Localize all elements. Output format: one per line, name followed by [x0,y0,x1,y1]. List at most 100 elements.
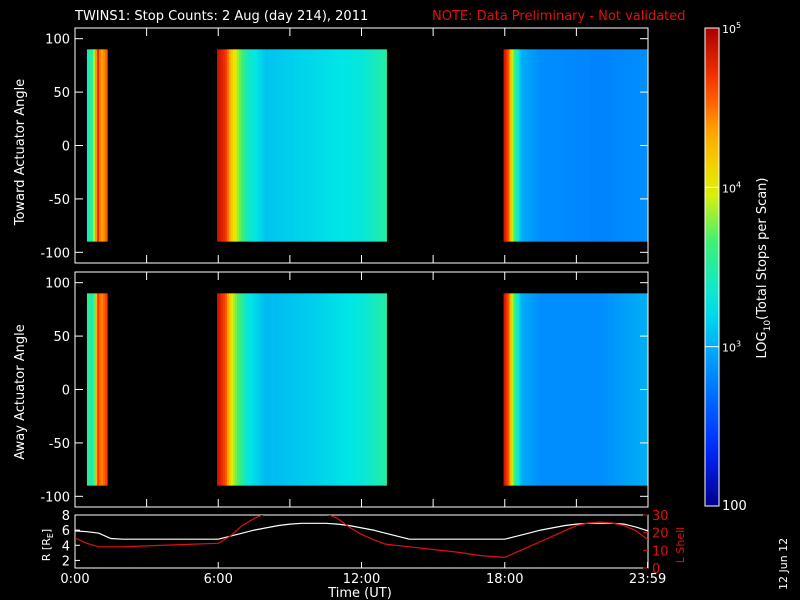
heatmap-column [539,293,542,486]
heatmap-column [615,293,618,486]
heatmap-column [91,49,94,242]
heatmap-column [591,293,594,486]
heatmap-column [344,49,348,242]
heatmap-column [523,49,526,242]
heatmap-column [278,49,282,242]
heatmap-column [589,49,592,242]
heatmap-column [555,293,558,486]
heatmap-column [599,293,602,486]
heatmap-column [617,49,620,242]
heatmap-column [525,293,528,486]
heatmap-column [629,49,632,242]
heatmap-column [97,293,100,486]
heatmap-column [545,49,548,242]
heatmap-column [537,293,540,486]
heatmap-column [521,293,524,486]
heatmap-column [617,293,620,486]
heatmap-column [509,293,512,486]
heatmap-column [531,49,534,242]
heatmap-column [274,49,278,242]
heatmap-column [581,293,584,486]
heatmap-column [382,49,385,242]
heatmap-column [583,49,586,242]
colorbar-label-rest: (Total Stops per Scan) [755,178,770,320]
heatmap-panel-toward: 100 50 0 -50 -100 [40,27,649,264]
heatmap-column [103,293,106,486]
heatmap-column [621,49,624,242]
heatmap-column [633,293,636,486]
heatmap-column [631,293,634,486]
heatmap-column [607,293,610,486]
heatmap-column [521,49,524,242]
heatmap-column [86,49,90,242]
lshell-series-line [75,515,648,559]
heatmap-column [219,293,222,486]
heatmap-column [366,293,370,486]
heatmap-column [86,293,90,486]
heatmap-column [103,49,106,242]
heatmap-column [635,49,638,242]
heatmap-column [551,293,554,486]
heatmap-column [569,293,572,486]
heatmap-column [97,49,100,242]
heatmap-column [306,49,310,242]
heatmap-column [326,293,330,486]
colorbar-tick-label: 103 [722,340,741,355]
heatmap-column [591,49,594,242]
orbit-x-tick-label: 0:00 [60,572,89,587]
heatmap-column [529,293,532,486]
heatmap-column [260,49,264,242]
heatmap-column [274,293,278,486]
heatmap-column [547,49,550,242]
orbit-y-tick-label: 4 [62,539,70,554]
orbit-y-tick-label: 6 [62,524,70,539]
heatmap-column [250,49,254,242]
heatmap-column [360,49,364,242]
heatmap-column [308,293,312,486]
heatmap-column [633,49,636,242]
heatmap-column [256,293,260,486]
orbit-y2-tick-label: 30 [652,509,669,524]
heatmap-column [316,49,320,242]
heatmap-column [340,293,344,486]
heatmap-column [559,293,562,486]
heatmap-column [603,293,606,486]
heatmap-column [358,293,362,486]
heatmap-column [613,49,616,242]
orbit-y2-tick-label: 20 [652,527,669,542]
heatmap-column [233,293,236,486]
orbit-ylabel: R [RE] [40,529,55,561]
heatmap-column [296,293,300,486]
heatmap-column [615,49,618,242]
heatmap-column [571,293,574,486]
heatmap-column [242,49,246,242]
heatmap-column [635,293,638,486]
heatmap-column [225,49,228,242]
heatmap-column [231,293,234,486]
heatmap-column [541,293,544,486]
heatmap-column [262,49,266,242]
heatmap-column [559,49,562,242]
heatmap-column [268,293,272,486]
heatmap-column [539,49,542,242]
heatmap-column [328,49,332,242]
heatmap-column [513,293,516,486]
heatmap-column [577,49,580,242]
orbit-ylabel-sub: E [46,533,55,538]
heatmap-column [240,293,244,486]
heatmap-column [221,49,224,242]
orbit-y2label: L Shell [674,527,687,563]
colorbar-ramp [704,27,720,507]
heatmap-column [264,49,268,242]
heatmap-column [348,49,352,242]
heatmap-column [272,49,276,242]
heatmap-column [575,293,578,486]
heatmap-column [356,293,360,486]
heatmap-column [595,49,598,242]
colorbar: 105 104 103 100 [704,21,747,514]
heatmap-column [227,49,230,242]
y-tick-label: -50 [49,193,70,208]
heatmap-column [223,293,226,486]
heatmap-column [260,293,264,486]
